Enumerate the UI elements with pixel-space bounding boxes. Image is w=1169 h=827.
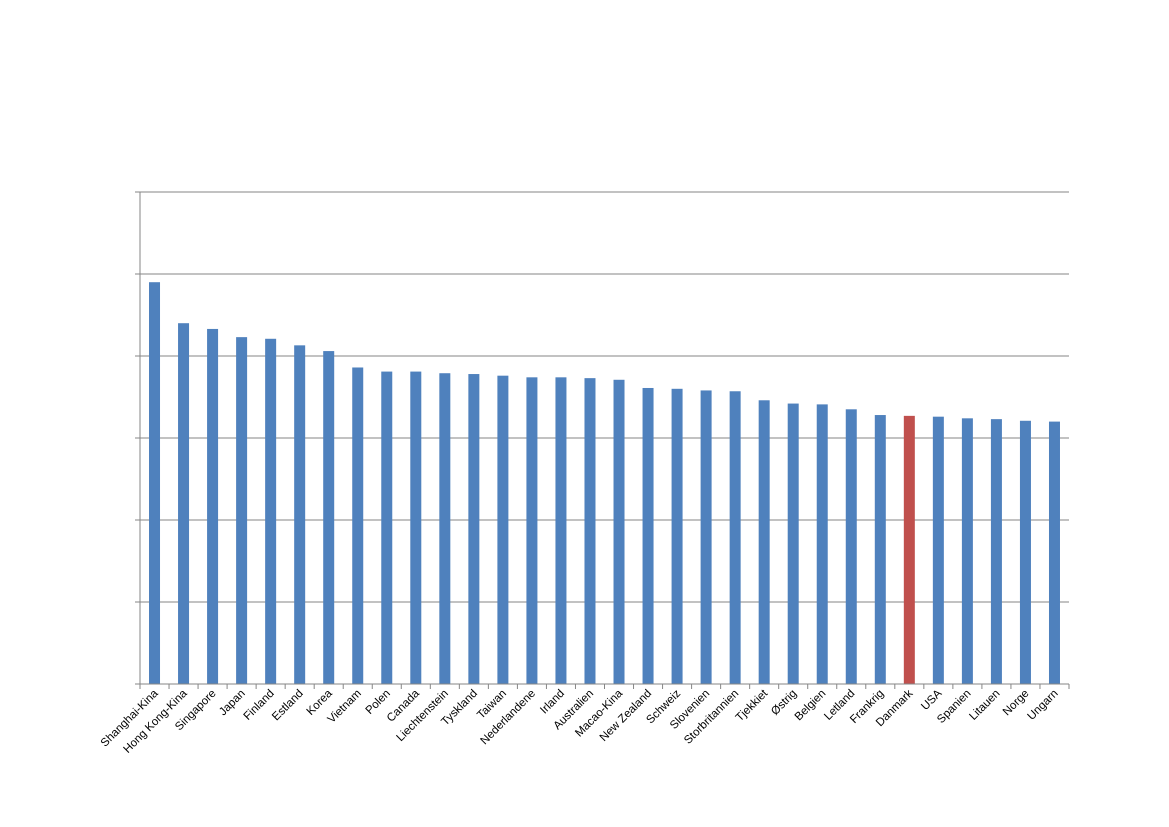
bar-liechtenstein: [439, 373, 451, 684]
bar-macao-kina: [613, 379, 625, 684]
bar-polen: [381, 371, 393, 684]
bar-danmark: [903, 415, 915, 684]
bar-estland: [294, 345, 306, 684]
x-tick-label: USA: [919, 687, 944, 712]
x-tick-label: Belgien: [793, 688, 829, 724]
bar-belgien: [816, 404, 828, 684]
bar-irland: [555, 377, 567, 684]
gridlines: [140, 191, 1069, 603]
x-tick-label: Finland: [242, 688, 277, 723]
bar-korea: [323, 351, 335, 684]
bar-norge: [1019, 420, 1031, 684]
bar-new-zealand: [642, 387, 654, 684]
bar-hong-kong-kina: [178, 323, 190, 684]
bar-frankrig: [874, 415, 886, 684]
bar-letland: [845, 409, 857, 684]
bar-storbritannien: [729, 391, 741, 684]
bar-finland: [265, 338, 277, 684]
bar-østrig: [787, 403, 799, 684]
bar-schweiz: [671, 388, 683, 684]
x-tick-label: Litauen: [967, 688, 1002, 723]
bar-usa: [932, 416, 944, 684]
bar-vietnam: [352, 367, 364, 684]
bars: [149, 282, 1060, 684]
bar-japan: [236, 337, 248, 684]
bar-australien: [584, 378, 596, 684]
x-tick-label: Estland: [270, 688, 306, 724]
axes: [135, 191, 1070, 689]
bar-litauen: [990, 419, 1002, 684]
bar-tyskland: [468, 374, 480, 684]
bar-canada: [410, 371, 422, 684]
bar-taiwan: [497, 375, 509, 684]
bar-spanien: [961, 418, 973, 684]
x-tick-label: Tjekkiet: [734, 687, 771, 724]
bar-ungarn: [1048, 421, 1060, 684]
bar-singapore: [207, 328, 219, 684]
bar-slovenien: [700, 390, 712, 684]
x-tick-label: Ungarn: [1025, 688, 1060, 723]
bar-tjekkiet: [758, 400, 770, 684]
bar-nederlandene: [526, 377, 538, 684]
bar-shanghai-kina: [149, 282, 161, 684]
